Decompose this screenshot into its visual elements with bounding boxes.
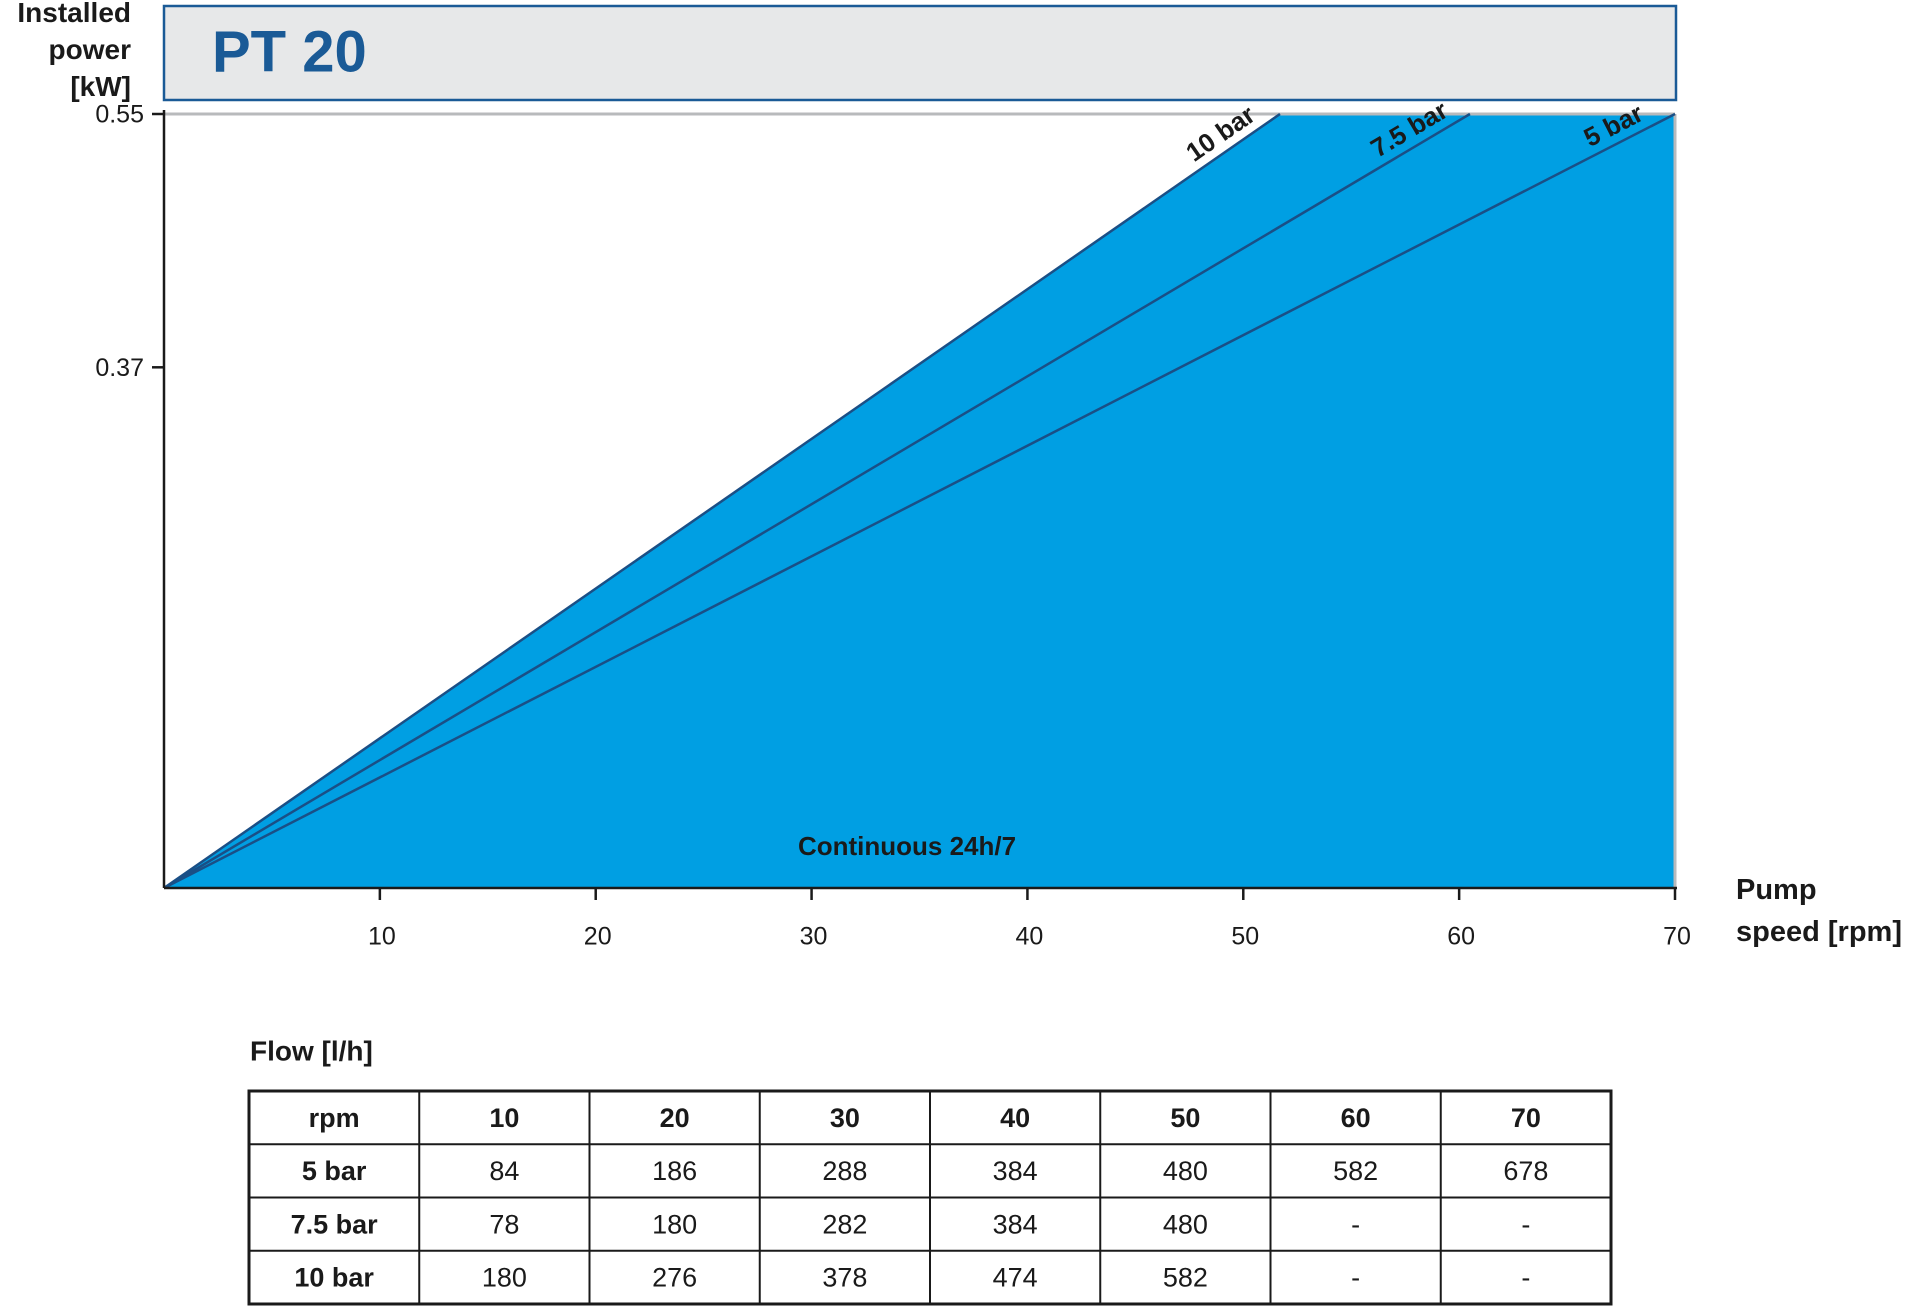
table-cell: 582 bbox=[1163, 1263, 1208, 1293]
table-cell: 78 bbox=[489, 1209, 519, 1239]
table-cell: 678 bbox=[1503, 1156, 1548, 1186]
table-cell: 582 bbox=[1333, 1156, 1378, 1186]
table-header-cell: rpm bbox=[309, 1103, 360, 1133]
table-cell: 288 bbox=[822, 1156, 867, 1186]
table-cell: 276 bbox=[652, 1263, 697, 1293]
x-tick-label: 60 bbox=[1447, 923, 1475, 951]
table-header-cell: 60 bbox=[1341, 1103, 1371, 1133]
table-cell: 186 bbox=[652, 1156, 697, 1186]
x-tick-label: 70 bbox=[1663, 923, 1691, 951]
x-tick-label: 30 bbox=[800, 923, 828, 951]
table-cell: 384 bbox=[993, 1156, 1038, 1186]
table-header-cell: 50 bbox=[1170, 1103, 1200, 1133]
series-line bbox=[163, 112, 1471, 890]
table-cell: 7.5 bar bbox=[291, 1209, 379, 1239]
table-cell: - bbox=[1521, 1263, 1530, 1293]
series-line bbox=[163, 112, 1676, 890]
series-line bbox=[163, 112, 1281, 890]
y-axis-label: Installed power [kW] bbox=[17, 0, 131, 102]
y-tick-label: 0.55 bbox=[95, 101, 144, 129]
table-cell: 180 bbox=[482, 1263, 527, 1293]
table-cell: 10 bar bbox=[294, 1263, 374, 1293]
table-cell: 180 bbox=[652, 1209, 697, 1239]
chart-title: PT 20 bbox=[212, 19, 367, 84]
table-cell: 384 bbox=[993, 1209, 1038, 1239]
table-header-cell: 30 bbox=[830, 1103, 860, 1133]
table-cell: 480 bbox=[1163, 1209, 1208, 1239]
x-tick-label: 20 bbox=[584, 923, 612, 951]
table-cell: 5 bar bbox=[302, 1156, 367, 1186]
y-tick-label: 0.37 bbox=[95, 354, 144, 382]
table-cell: 282 bbox=[822, 1209, 867, 1239]
table-cell: 474 bbox=[993, 1263, 1038, 1293]
x-tick-label: 50 bbox=[1231, 923, 1259, 951]
table-cell: - bbox=[1351, 1209, 1360, 1239]
table-cell: - bbox=[1521, 1209, 1530, 1239]
table-header-cell: 70 bbox=[1511, 1103, 1541, 1133]
annotation: Continuous 24h/7 bbox=[798, 831, 1016, 861]
x-tick-label: 10 bbox=[368, 923, 396, 951]
table-cell: - bbox=[1351, 1263, 1360, 1293]
x-tick-label: 40 bbox=[1016, 923, 1044, 951]
table-header-cell: 20 bbox=[660, 1103, 690, 1133]
title-box bbox=[162, 4, 1678, 102]
table-header-cell: 10 bbox=[489, 1103, 519, 1133]
table-title: Flow [l/h] bbox=[250, 1035, 373, 1066]
x-axis-label: Pump speed [rpm] bbox=[1736, 874, 1902, 948]
table-header-cell: 40 bbox=[1000, 1103, 1030, 1133]
table-cell: 378 bbox=[822, 1263, 867, 1293]
table-cell: 84 bbox=[489, 1156, 519, 1186]
table-cell: 480 bbox=[1163, 1156, 1208, 1186]
